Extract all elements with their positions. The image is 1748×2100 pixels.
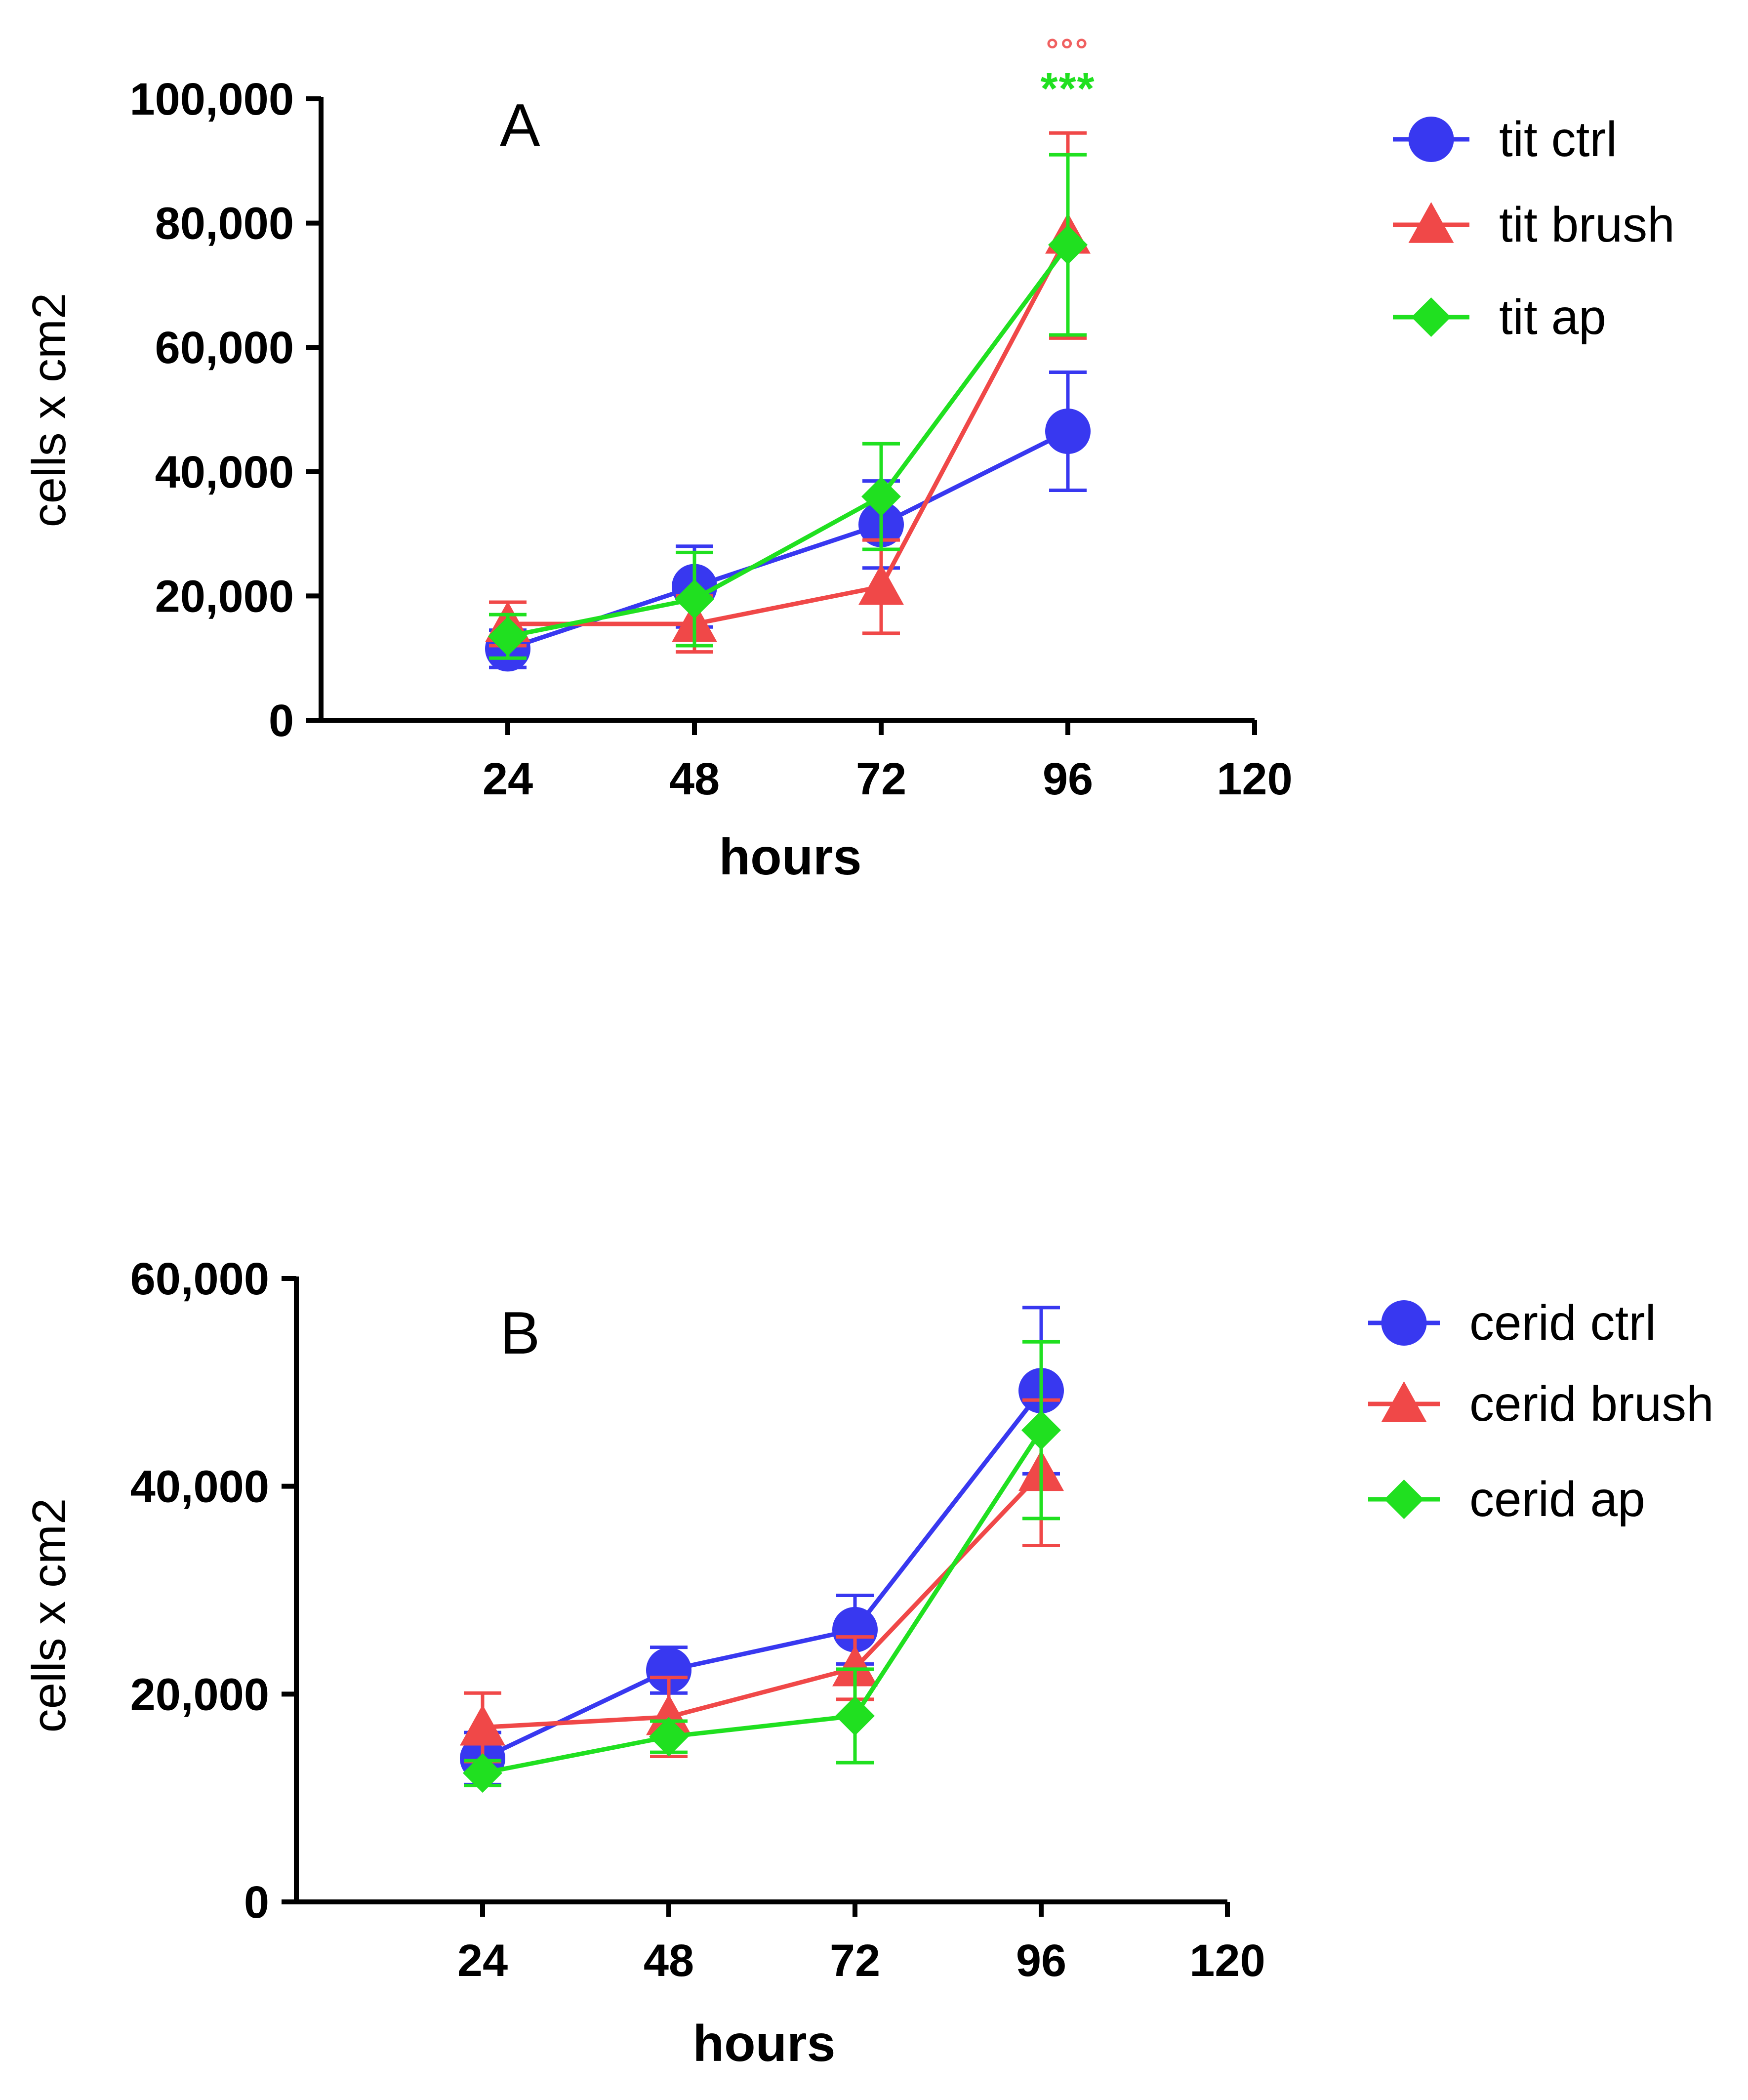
legend-label: tit brush [1499,197,1675,252]
y-tick-label: 40,000 [155,447,294,497]
x-tick-label: 96 [1043,754,1093,804]
annotation-layer: °°°*** [1040,32,1095,114]
data-point [675,579,714,619]
x-tick-label: 24 [457,1935,508,1986]
series-tit-brush [485,131,1091,654]
x-tick-label: 48 [644,1935,694,1986]
x-tick-label: 48 [669,754,720,804]
data-point [858,564,904,605]
chart-panel-a: 0 20,000 40,000 60,000 80,000 100,000 24 48 72 96… [23,32,1675,886]
legend-label: cerid brush [1469,1376,1714,1432]
data-point [832,1645,878,1687]
legend: cerid ctrl cerid brush cerid ap [1368,1295,1714,1527]
legend-label: cerid ctrl [1469,1295,1656,1351]
panel-label: B [500,1299,540,1366]
y-tick-label: 20,000 [130,1669,269,1720]
legend-marker [1381,1300,1427,1346]
significance-annotation: °°° [1046,32,1090,68]
y-tick-label: 0 [244,1877,269,1928]
y-tick-label: 60,000 [130,1254,269,1304]
y-tick-label: 20,000 [155,571,294,621]
legend-marker [1411,297,1451,337]
series-line [507,429,1069,651]
data-point [646,1647,691,1693]
series-line [482,1429,1043,1775]
data-point [646,1694,691,1735]
legend-label: tit ctrl [1499,112,1617,167]
data-point [835,1696,875,1736]
y-axis-title: cells x cm2 [23,293,76,528]
legend-label: cerid ap [1469,1472,1645,1527]
series-tit-ctrl [485,371,1091,672]
series-line [482,1471,1043,1730]
legend-marker [1381,1381,1427,1422]
legend-item: cerid ctrl [1368,1295,1656,1351]
legend-item: tit ctrl [1393,112,1617,167]
data-point [488,617,528,657]
data-point [460,1704,505,1746]
x-tick-label: 120 [1217,754,1293,804]
axes: 0 20,000 40,000 60,000 80,000 100,000 24 48 72 96… [129,74,1292,804]
y-tick-label: 100,000 [129,74,294,124]
y-tick-label: 60,000 [155,323,294,373]
series-line [508,234,1070,626]
x-tick-label: 120 [1189,1935,1265,1986]
series-line [507,243,1070,639]
data-point [1045,409,1091,454]
legend-label: tit ap [1499,289,1606,345]
data-point [463,1753,502,1793]
data-point [1048,225,1088,265]
chart-panel-b: 0 20,000 40,000 60,000 24 48 72 96 120 B hours c… [23,1254,1714,2072]
axes: 0 20,000 40,000 60,000 24 48 72 96 120 [130,1254,1265,1986]
legend: tit ctrl tit brush tit ap [1393,112,1675,345]
legend-item: cerid brush [1368,1376,1714,1432]
legend-marker [1384,1480,1424,1519]
x-tick-label: 24 [483,754,533,804]
x-axis-title: hours [693,2015,836,2072]
series-cerid-ap [463,1340,1061,1793]
series-cerid-brush [460,1398,1064,1764]
x-tick-label: 72 [830,1935,880,1986]
significance-annotation: *** [1040,64,1095,114]
legend-marker [1408,202,1454,243]
series-line [482,1389,1043,1761]
data-point [832,1606,878,1652]
series-layer [485,131,1091,672]
series-tit-ap [488,153,1088,660]
legend-marker [1408,117,1454,162]
x-tick-label: 72 [856,754,906,804]
x-tick-label: 96 [1016,1935,1066,1986]
x-axis-title: hours [719,828,862,886]
data-point [1021,1410,1061,1450]
y-tick-label: 0 [269,696,294,746]
legend-item: tit ap [1393,289,1606,345]
y-tick-label: 40,000 [130,1462,269,1512]
y-axis-title: cells x cm2 [23,1498,76,1733]
legend-item: cerid ap [1368,1472,1645,1527]
panel-label: A [500,91,540,159]
data-point [649,1717,689,1757]
series-layer [460,1306,1064,1793]
y-tick-label: 80,000 [155,199,294,249]
legend-item: tit brush [1393,197,1675,252]
data-point [861,477,901,517]
